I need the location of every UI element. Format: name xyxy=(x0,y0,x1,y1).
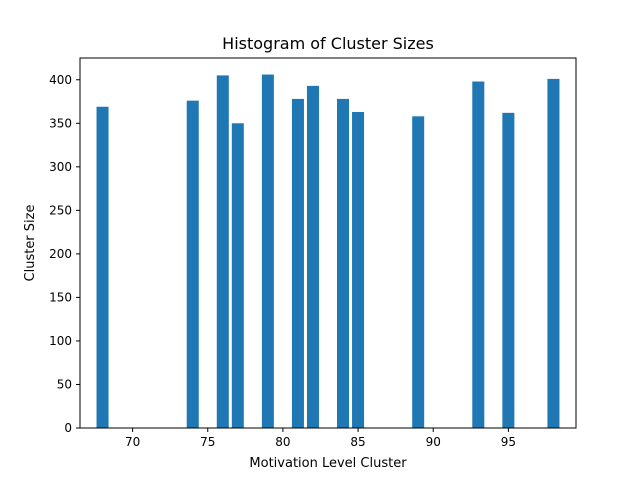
x-tick-label-90: 90 xyxy=(426,435,441,449)
bar-74 xyxy=(186,100,199,428)
y-tick-label-300: 300 xyxy=(49,160,72,174)
y-tick-label-400: 400 xyxy=(49,73,72,87)
bars-group xyxy=(96,74,560,429)
x-tick-label-80: 80 xyxy=(275,435,290,449)
y-tick-label-50: 50 xyxy=(57,377,72,391)
bar-98 xyxy=(547,78,560,428)
x-axis-label: Motivation Level Cluster xyxy=(249,456,407,471)
plot-frame xyxy=(79,57,577,429)
bar-68 xyxy=(96,106,109,428)
bar-79 xyxy=(261,74,274,428)
y-tick-label-350: 350 xyxy=(49,116,72,130)
y-tick-label-200: 200 xyxy=(49,247,72,261)
x-tick-label-70: 70 xyxy=(125,435,140,449)
bar-95 xyxy=(502,112,515,428)
y-tick-label-250: 250 xyxy=(49,203,72,217)
y-tick-label-150: 150 xyxy=(49,290,72,304)
y-tick-label-100: 100 xyxy=(49,334,72,348)
bar-76 xyxy=(216,75,229,428)
x-tick-label-85: 85 xyxy=(350,435,365,449)
x-axis-ticks: 70 75 80 85 90 95 xyxy=(125,428,516,449)
x-tick-label-75: 75 xyxy=(200,435,215,449)
y-axis-label: Cluster Size xyxy=(23,205,38,282)
bar-82 xyxy=(306,85,319,429)
x-tick-label-95: 95 xyxy=(501,435,516,449)
bar-81 xyxy=(291,98,304,429)
bar-93 xyxy=(472,81,485,428)
bar-85 xyxy=(352,111,365,428)
chart-title: Histogram of Cluster Sizes xyxy=(222,34,434,53)
y-axis-ticks: 0 50 100 150 200 250 300 350 400 xyxy=(49,73,80,435)
bar-77 xyxy=(231,123,244,428)
y-tick-label-0: 0 xyxy=(64,421,72,435)
bar-89 xyxy=(412,116,425,428)
bar-84 xyxy=(337,98,350,429)
